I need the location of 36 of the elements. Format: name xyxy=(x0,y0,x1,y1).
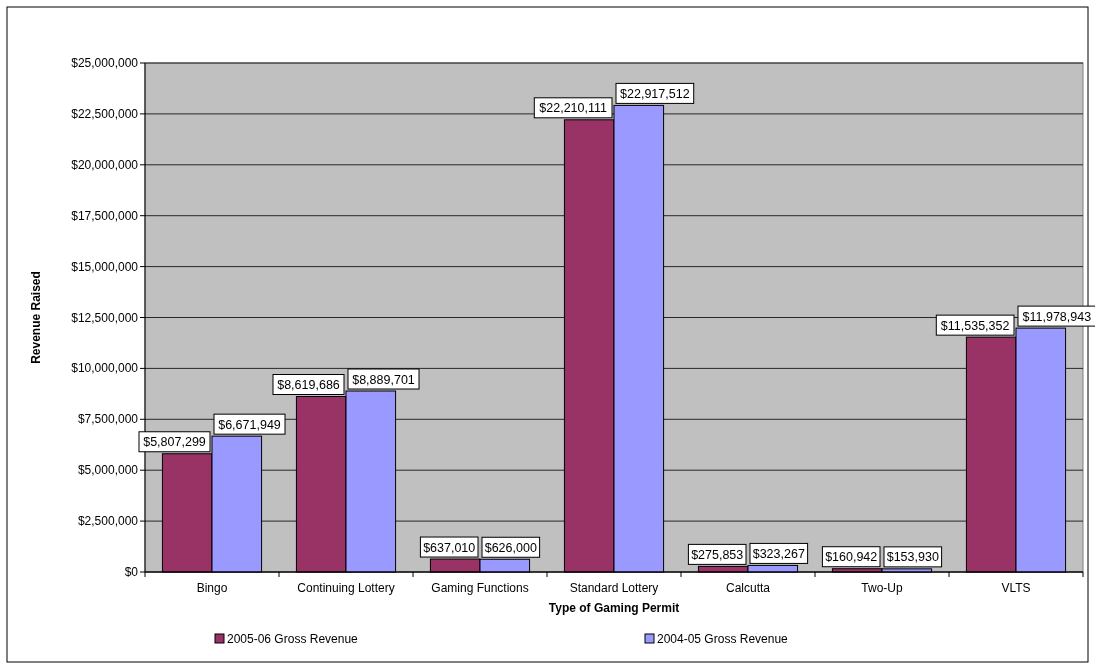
x-axis-title: Type of Gaming Permit xyxy=(548,601,680,615)
data-label: $8,619,686 xyxy=(277,378,340,392)
legend-label: 2005-06 Gross Revenue xyxy=(227,632,359,646)
data-label: $11,978,943 xyxy=(1022,309,1092,324)
y-tick-label: $0 xyxy=(124,565,139,579)
y-axis-title: Revenue Raised xyxy=(29,271,43,364)
y-tick-label: $10,000,000 xyxy=(71,361,139,376)
y-tick-label: $25,000,000 xyxy=(71,56,139,70)
y-tick-label: $15,000,000 xyxy=(71,259,139,274)
x-tick-label: Standard Lottery xyxy=(569,581,659,595)
y-tick-label: $7,500,000 xyxy=(77,412,139,427)
y-tick-label: $17,500,000 xyxy=(71,208,139,223)
y-tick-label: $2,500,000 xyxy=(77,514,139,529)
data-label: $626,000 xyxy=(484,540,537,555)
x-tick-label: Calcutta xyxy=(725,581,771,595)
y-tick-label: $5,000,000 xyxy=(77,463,139,478)
data-label: $275,853 xyxy=(691,547,744,562)
data-label: $11,535,352 xyxy=(940,318,1010,333)
data-label: $6,671,949 xyxy=(218,417,281,432)
data-label: $160,942 xyxy=(825,550,878,565)
data-label: $8,889,701 xyxy=(352,372,415,387)
data-label: $22,210,111 xyxy=(539,101,608,116)
data-label: $323,267 xyxy=(752,546,805,561)
y-tick-label: $12,500,000 xyxy=(71,310,139,325)
x-tick-label: Continuing Lottery xyxy=(297,581,395,595)
y-tick-label: $20,000,000 xyxy=(71,157,139,172)
x-tick-label: Bingo xyxy=(196,581,228,595)
y-tick-label: $22,500,000 xyxy=(71,106,139,121)
data-label: $637,010 xyxy=(423,540,476,555)
data-label: $153,930 xyxy=(886,550,939,565)
data-label: $5,807,299 xyxy=(143,435,206,450)
legend-label: 2004-05 Gross Revenue xyxy=(657,632,789,646)
x-tick-label: VLTS xyxy=(1001,581,1031,595)
data-label: $22,917,512 xyxy=(620,86,690,101)
x-tick-label: Two-Up xyxy=(861,581,903,595)
x-tick-label: Gaming Functions xyxy=(431,581,529,595)
